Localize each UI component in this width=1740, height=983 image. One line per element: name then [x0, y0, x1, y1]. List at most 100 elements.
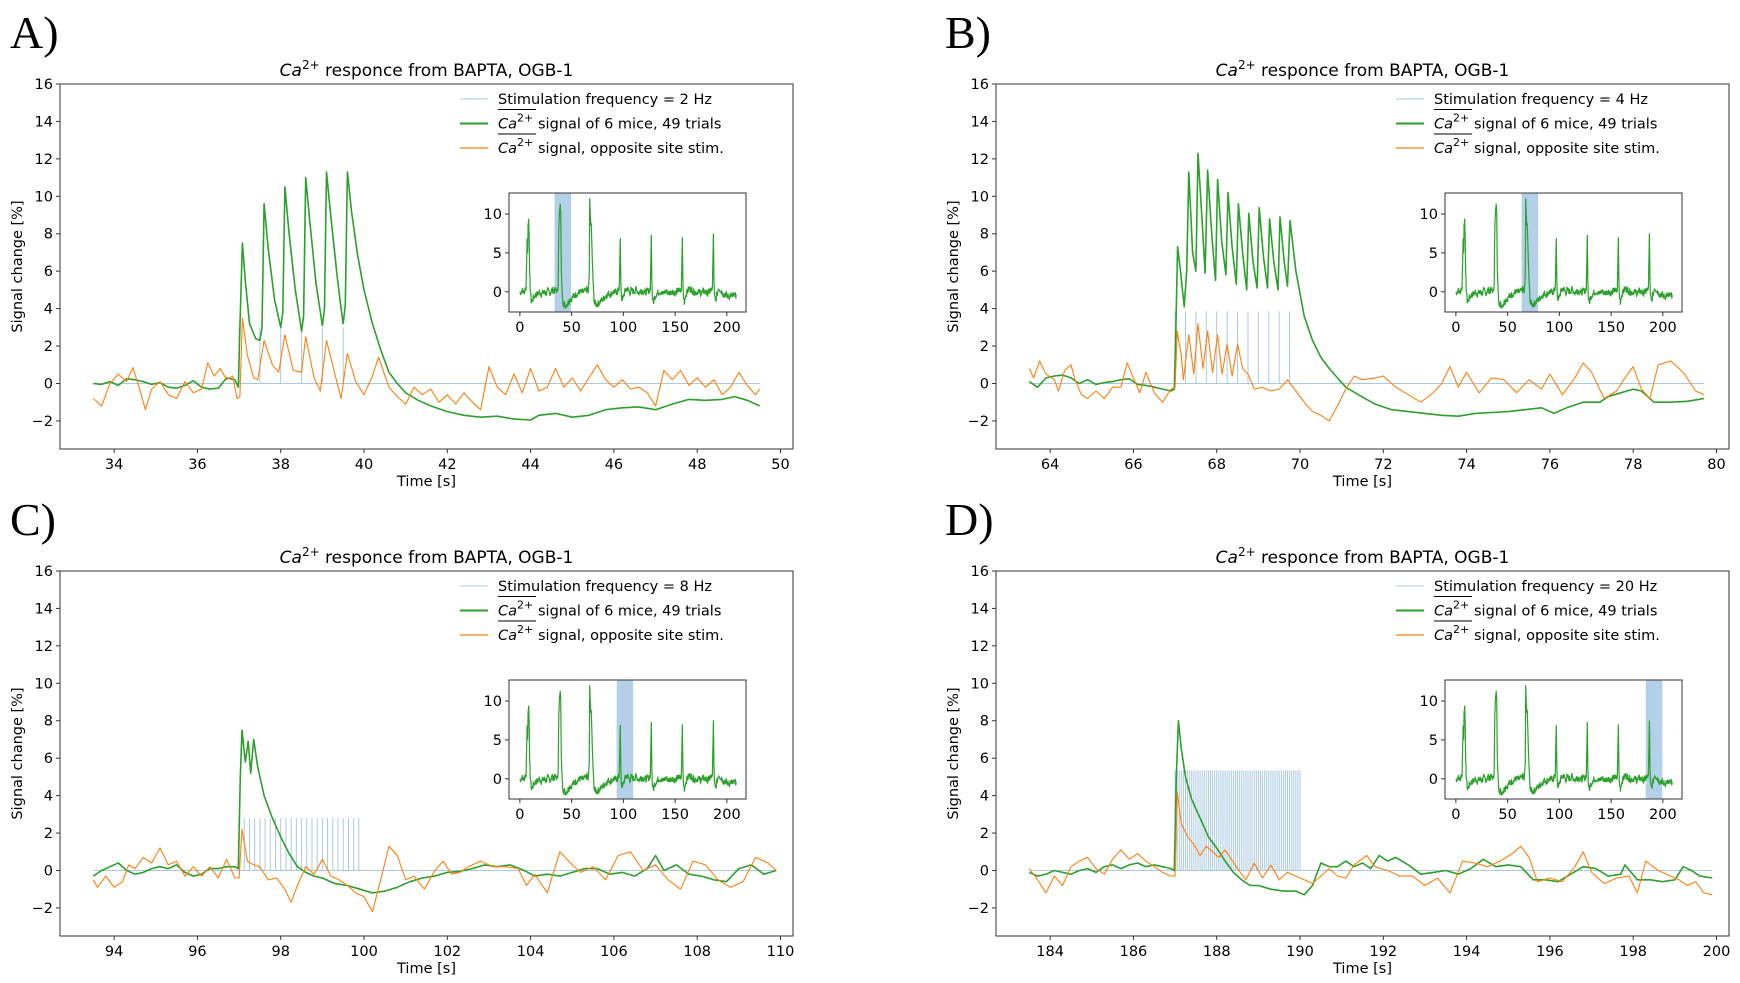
- inset-x-tick-label: 100: [610, 320, 638, 336]
- x-axis-label: Time [s]: [396, 961, 456, 977]
- y-tick-label: 2: [980, 826, 989, 842]
- y-tick-label: 10: [971, 189, 989, 205]
- x-tick-label: 80: [1707, 457, 1725, 473]
- x-tick-label: 200: [1703, 944, 1731, 960]
- inset-x-tick-label: 0: [1451, 320, 1460, 336]
- title-text: responce from BAPTA, OGB-1: [1256, 61, 1510, 81]
- ca-symbol: Ca: [498, 141, 517, 157]
- ca-symbol: Ca: [498, 604, 517, 620]
- x-axis-label: Time [s]: [396, 474, 456, 490]
- inset-x-tick-label: 0: [515, 807, 524, 823]
- y-axis-label: Signal change [%]: [946, 687, 962, 819]
- y-tick-label: 6: [44, 264, 53, 280]
- chart-title: Ca2+ responce from BAPTA, OGB-1: [1216, 545, 1510, 568]
- x-tick-label: 194: [1453, 944, 1481, 960]
- axes-frame: [59, 570, 794, 937]
- series-line-opposite-site: [92, 828, 777, 913]
- x-tick-label: 198: [1619, 944, 1647, 960]
- series-line-mean-signal: [1028, 719, 1713, 896]
- title-superscript: 2+: [302, 545, 320, 559]
- legend-stim-frequency: 20 Hz: [1616, 579, 1658, 595]
- inset-x-tick-label: 50: [1498, 320, 1516, 336]
- ca-superscript: 2+: [1453, 623, 1469, 636]
- y-tick-label: 12: [971, 152, 989, 168]
- x-tick-label: 188: [1203, 944, 1231, 960]
- y-tick-label: 14: [35, 601, 53, 617]
- x-axis-label: Time [s]: [1332, 474, 1392, 490]
- inset-trace-line: [1455, 685, 1673, 796]
- y-tick-label: 14: [35, 114, 53, 130]
- panel-d: D)Ca2+ responce from BAPTA, OGB-1−202468…: [945, 494, 1730, 977]
- x-tick-label: 104: [517, 944, 545, 960]
- inset-x-tick-label: 150: [661, 320, 689, 336]
- legend-mean-signal-ca: Ca2+: [498, 599, 533, 620]
- inset-trace-line: [519, 685, 737, 796]
- panel-letter: B): [945, 7, 991, 58]
- y-tick-label: 0: [980, 376, 989, 392]
- y-tick-label: 14: [971, 114, 989, 130]
- x-tick-label: 44: [521, 457, 539, 473]
- y-tick-label: 10: [35, 676, 53, 692]
- inset-y-tick-label: 0: [493, 285, 502, 301]
- y-tick-label: −2: [32, 901, 53, 917]
- inset-x-tick-label: 50: [1498, 807, 1516, 823]
- y-tick-label: 8: [44, 227, 53, 243]
- axes-frame: [995, 83, 1730, 450]
- y-tick-label: 12: [35, 152, 53, 168]
- title-ca: Ca: [280, 548, 302, 568]
- x-tick-label: 66: [1124, 457, 1142, 473]
- title-text: responce from BAPTA, OGB-1: [1256, 548, 1510, 568]
- series-line-opposite-site: [1028, 791, 1713, 896]
- legend-stim-frequency: 2 Hz: [680, 92, 712, 108]
- inset-x-tick-label: 200: [1649, 320, 1677, 336]
- legend-opposite-site-ca: Ca2+: [498, 623, 533, 644]
- series-line-mean-signal: [1028, 152, 1705, 417]
- legend-stim-frequency: 8 Hz: [680, 579, 712, 595]
- ca-superscript: 2+: [517, 136, 533, 149]
- legend-mean-signal-ca: Ca2+: [1434, 599, 1469, 620]
- legend-stim-prefix: Stimulation frequency =: [498, 92, 680, 108]
- inset-y-tick-label: 0: [493, 772, 502, 788]
- y-tick-label: 2: [980, 339, 989, 355]
- inset-y-tick-label: 10: [484, 694, 502, 710]
- ca-superscript: 2+: [517, 599, 533, 612]
- y-tick-label: 16: [35, 77, 53, 93]
- legend-stim-label: Stimulation frequency = 20 Hz: [1434, 579, 1657, 595]
- inset-x-tick-label: 0: [515, 320, 524, 336]
- series-line-opposite-site: [1028, 323, 1705, 422]
- y-axis-label: Signal change [%]: [946, 200, 962, 332]
- inset-y-tick-label: 0: [1429, 285, 1438, 301]
- inset-y-tick-label: 10: [484, 207, 502, 223]
- x-tick-label: 76: [1541, 457, 1559, 473]
- inset-x-tick-label: 0: [1451, 807, 1460, 823]
- x-tick-label: 50: [771, 457, 789, 473]
- inset-y-tick-label: 0: [1429, 772, 1438, 788]
- inset-x-tick-label: 100: [610, 807, 638, 823]
- ca-superscript: 2+: [1453, 112, 1469, 125]
- title-superscript: 2+: [1238, 58, 1256, 72]
- legend-opposite-site-label: signal, opposite site stim.: [1474, 141, 1660, 157]
- x-axis-label: Time [s]: [1332, 961, 1392, 977]
- series-line-opposite-site: [92, 317, 761, 411]
- legend-opposite-site-label: signal, opposite site stim.: [1474, 628, 1660, 644]
- legend-opposite-site-ca: Ca2+: [1434, 136, 1469, 157]
- y-tick-label: 2: [44, 339, 53, 355]
- legend-mean-signal-ca: Ca2+: [1434, 112, 1469, 133]
- axes-frame: [995, 570, 1730, 937]
- inset-x-tick-label: 150: [1597, 807, 1625, 823]
- inset-x-tick-label: 150: [1597, 320, 1625, 336]
- ca-superscript: 2+: [517, 112, 533, 125]
- y-tick-label: 16: [971, 77, 989, 93]
- x-tick-label: 196: [1536, 944, 1564, 960]
- legend-opposite-site-label: signal, opposite site stim.: [538, 141, 724, 157]
- inset-x-tick-label: 200: [713, 320, 741, 336]
- stim-lines: [1174, 770, 1301, 871]
- panel-letter: C): [10, 494, 56, 545]
- x-tick-label: 94: [105, 944, 123, 960]
- x-tick-label: 184: [1036, 944, 1064, 960]
- inset-x-tick-label: 200: [713, 807, 741, 823]
